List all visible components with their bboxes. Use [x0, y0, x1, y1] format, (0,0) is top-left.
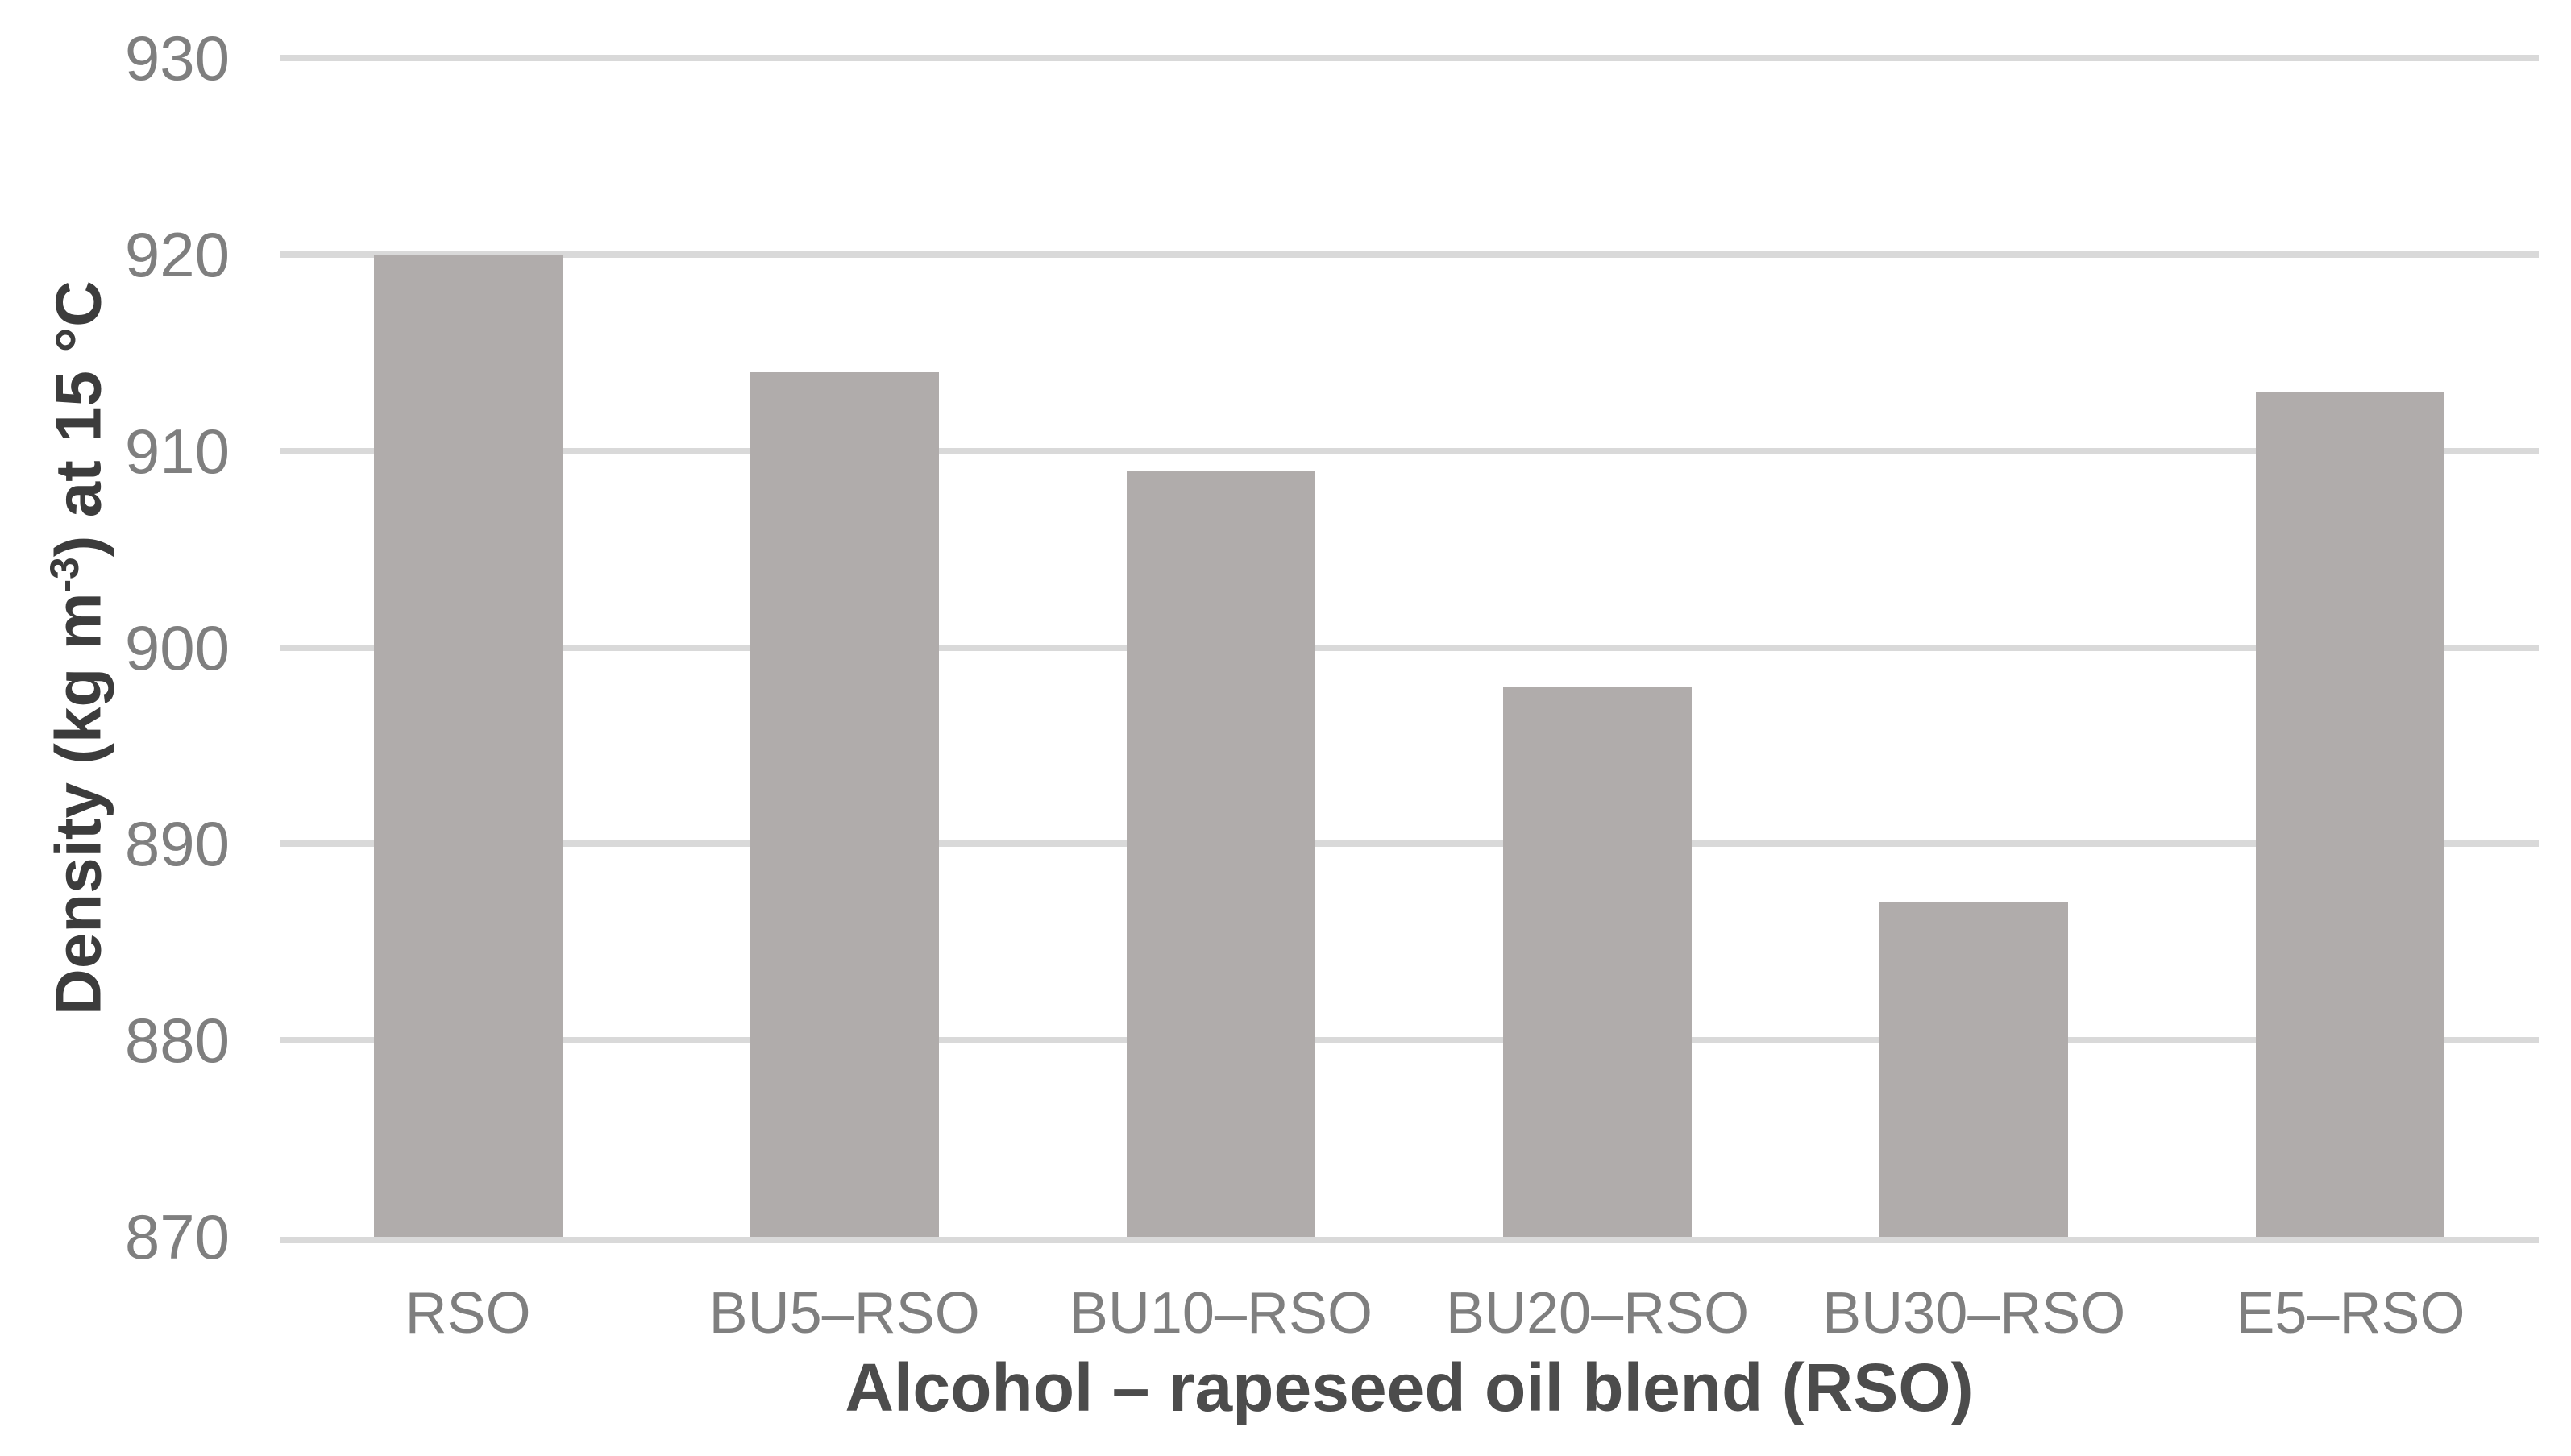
gridline	[280, 251, 2539, 258]
x-axis-line	[280, 1237, 2539, 1243]
y-axis-title-prefix: Density (kg m	[42, 591, 114, 1015]
y-axis-title-superscript: -3	[41, 556, 87, 592]
y-axis-tick-label: 870	[124, 1201, 230, 1272]
gridline	[280, 644, 2539, 651]
y-axis-tick-label: 920	[124, 218, 230, 290]
x-axis-title: Alcohol – rapeseed oil blend (RSO)	[845, 1350, 1974, 1425]
bar-bu30-rso	[1879, 902, 2069, 1237]
bar-bu5-rso	[750, 372, 939, 1237]
x-axis-category-label: BU20–RSO	[1445, 1281, 1750, 1346]
x-axis-category-label: E5–RSO	[2236, 1281, 2465, 1346]
bar-bu20-rso	[1503, 687, 1693, 1237]
bar-bu10-rso	[1126, 471, 1315, 1237]
y-axis-tick-label: 890	[124, 808, 230, 880]
gridline	[280, 55, 2539, 61]
y-axis-tick-label: 880	[124, 1005, 230, 1076]
y-axis-title-suffix: ) at 15 °C	[42, 280, 114, 557]
x-axis-category-label: RSO	[405, 1281, 531, 1346]
x-axis-category-label: BU30–RSO	[1822, 1281, 2126, 1346]
bar-e5-rso	[2256, 392, 2445, 1237]
x-axis-category-label: BU5–RSO	[708, 1281, 980, 1346]
gridline	[280, 1037, 2539, 1044]
gridline	[280, 447, 2539, 454]
gridline	[280, 840, 2539, 848]
y-axis-title: Density (kg m-3) at 15 °C	[30, 58, 127, 1237]
y-axis-tick-label: 910	[124, 415, 230, 487]
bar-rso	[373, 254, 563, 1237]
x-axis-category-label: BU10–RSO	[1069, 1281, 1373, 1346]
y-axis-tick-label: 900	[124, 612, 230, 683]
y-axis-tick-label: 930	[124, 23, 230, 93]
